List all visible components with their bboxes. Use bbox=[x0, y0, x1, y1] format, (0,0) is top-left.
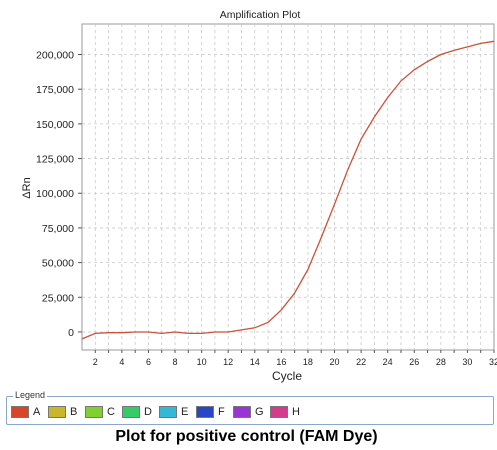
x-tick-label: 26 bbox=[409, 357, 419, 367]
y-tick-label: 150,000 bbox=[36, 119, 74, 131]
y-axis-label: ΔRn bbox=[21, 177, 33, 198]
plot-area bbox=[81, 23, 495, 351]
legend-label: H bbox=[292, 406, 300, 418]
legend-item-e: E bbox=[159, 405, 196, 419]
x-tick-label: 8 bbox=[173, 357, 178, 367]
legend-item-a: A bbox=[11, 405, 48, 419]
x-tick-label: 4 bbox=[119, 357, 124, 367]
legend-label: E bbox=[181, 406, 189, 418]
y-tick-label: 175,000 bbox=[36, 84, 74, 96]
y-tick-label: 200,000 bbox=[36, 50, 74, 62]
x-tick-label: 2 bbox=[93, 357, 98, 367]
legend: Legend A B C D E F G H bbox=[6, 390, 494, 425]
legend-item-b: B bbox=[48, 405, 85, 419]
legend-label: G bbox=[255, 406, 264, 418]
x-tick-label: 20 bbox=[330, 357, 340, 367]
x-tick-label: 18 bbox=[303, 357, 313, 367]
caption-text: Plot for positive control (FAM Dye) bbox=[115, 428, 378, 445]
legend-item-c: C bbox=[85, 405, 122, 419]
series-layer bbox=[81, 40, 495, 340]
legend-title: Legend bbox=[13, 390, 48, 400]
x-tick-label: 22 bbox=[356, 357, 366, 367]
x-tick-label: 12 bbox=[223, 357, 233, 367]
legend-swatch bbox=[159, 406, 177, 418]
caption: Plot for positive control (FAM Dye) bbox=[0, 428, 497, 446]
y-tick-label: 100,000 bbox=[36, 188, 74, 200]
axes: 0 25,000 50,000 75,000 100,000 125,000 150,000… bbox=[36, 50, 497, 367]
legend-label: B bbox=[70, 406, 78, 418]
legend-swatch bbox=[270, 406, 288, 418]
legend-swatch bbox=[233, 406, 251, 418]
x-tick-label: 16 bbox=[276, 357, 286, 367]
legend-swatch bbox=[48, 406, 66, 418]
amplification-plot: 0 25,000 50,000 75,000 100,000 125,000 150,000… bbox=[21, 9, 497, 383]
x-tick-label: 24 bbox=[383, 357, 393, 367]
legend-swatch bbox=[11, 406, 29, 418]
x-tick-label: 6 bbox=[146, 357, 151, 367]
y-tick-label: 125,000 bbox=[36, 154, 74, 166]
legend-label: A bbox=[33, 406, 41, 418]
y-tick-label: 50,000 bbox=[42, 258, 74, 270]
x-tick-label: 14 bbox=[250, 357, 260, 367]
legend-swatch bbox=[85, 406, 103, 418]
grid bbox=[82, 24, 494, 350]
x-axis-label: Cycle bbox=[272, 369, 302, 383]
legend-label: F bbox=[218, 406, 225, 418]
legend-item-g: G bbox=[233, 405, 270, 419]
chart-title: Amplification Plot bbox=[220, 9, 301, 21]
legend-swatch bbox=[122, 406, 140, 418]
y-tick-label: 25,000 bbox=[42, 292, 74, 304]
legend-item-h: H bbox=[270, 405, 307, 419]
legend-item-f: F bbox=[196, 405, 233, 419]
legend-items: A B C D E F G H bbox=[11, 405, 307, 419]
legend-label: C bbox=[107, 406, 115, 418]
x-tick-label: 10 bbox=[197, 357, 207, 367]
x-tick-label: 28 bbox=[436, 357, 446, 367]
x-tick-label: 32 bbox=[489, 357, 497, 367]
y-tick-label: 0 bbox=[68, 327, 74, 339]
legend-swatch bbox=[196, 406, 214, 418]
series-line-A bbox=[81, 40, 495, 340]
x-tick-label: 30 bbox=[462, 357, 472, 367]
legend-label: D bbox=[144, 406, 152, 418]
legend-item-d: D bbox=[122, 405, 159, 419]
y-tick-label: 75,000 bbox=[42, 223, 74, 235]
